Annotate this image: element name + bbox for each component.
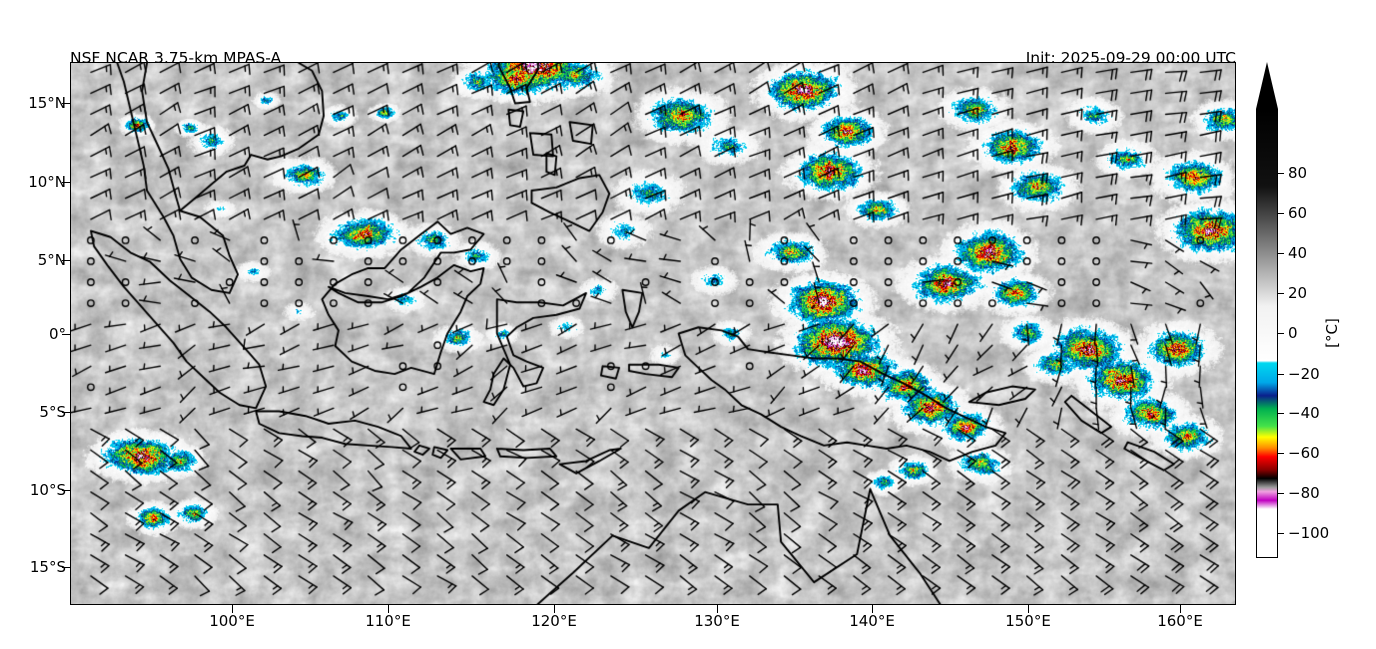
lon-tick-mark — [554, 605, 556, 613]
colorbar-tick-label: −60 — [1288, 444, 1320, 462]
lon-tick-label: 120°E — [531, 612, 577, 630]
lat-tick-mark — [62, 334, 70, 336]
colorbar-tick-mark — [1277, 493, 1284, 495]
colorbar-tick-mark — [1277, 533, 1284, 535]
lat-tick-label: 0° — [48, 325, 66, 343]
lon-tick-mark — [717, 605, 719, 613]
lon-tick-mark — [232, 605, 234, 613]
colorbar-tick-label: −20 — [1288, 365, 1320, 383]
colorbar-tick-label: 60 — [1288, 204, 1308, 222]
colorbar-tick-mark — [1277, 293, 1284, 295]
colorbar-tick-label: 40 — [1288, 244, 1308, 262]
colorbar-extend-min — [1256, 558, 1278, 605]
lon-tick-label: 130°E — [694, 612, 740, 630]
lon-tick-label: 160°E — [1157, 612, 1203, 630]
colorbar-tick-label: −100 — [1288, 524, 1330, 542]
lon-tick-label: 100°E — [209, 612, 255, 630]
colorbar-tick-label: 0 — [1288, 324, 1298, 342]
colorbar-gradient — [1256, 109, 1278, 558]
lat-tick-mark — [62, 182, 70, 184]
lat-tick-label: 15°S — [29, 558, 66, 576]
colorbar-extend-max — [1256, 62, 1278, 109]
map-axes[interactable] — [70, 62, 1236, 605]
colorbar-tick-label: −80 — [1288, 484, 1320, 502]
lat-tick-label: 15°N — [28, 94, 66, 112]
lon-tick-mark — [1180, 605, 1182, 613]
lon-tick-mark — [1028, 605, 1030, 613]
colorbar-tick-mark — [1277, 374, 1284, 376]
lon-tick-mark — [388, 605, 390, 613]
ir-brightness-temperature-map — [71, 63, 1235, 604]
colorbar-tick-label: 80 — [1288, 164, 1308, 182]
lat-tick-mark — [62, 412, 70, 414]
colorbar-tick-label: 20 — [1288, 284, 1308, 302]
colorbar-tick-mark — [1277, 413, 1284, 415]
colorbar-tick-label: −40 — [1288, 404, 1320, 422]
lat-tick-label: 10°N — [28, 173, 66, 191]
lat-tick-label: 5°N — [37, 251, 66, 269]
colorbar-tick-mark — [1277, 173, 1284, 175]
colorbar-tick-mark — [1277, 333, 1284, 335]
lat-tick-label: 10°S — [29, 481, 66, 499]
colorbar-tick-mark — [1277, 213, 1284, 215]
lat-tick-mark — [62, 103, 70, 105]
lon-tick-label: 150°E — [1005, 612, 1051, 630]
lat-tick-label: 5°S — [39, 403, 66, 421]
lat-tick-mark — [62, 260, 70, 262]
lon-tick-label: 110°E — [365, 612, 411, 630]
colorbar-axis-label: [°C] — [1323, 318, 1341, 348]
colorbar-tick-mark — [1277, 453, 1284, 455]
lon-tick-label: 140°E — [849, 612, 895, 630]
colorbar[interactable] — [1256, 62, 1278, 605]
lat-tick-mark — [62, 490, 70, 492]
lat-tick-mark — [62, 567, 70, 569]
colorbar-tick-mark — [1277, 253, 1284, 255]
lon-tick-mark — [872, 605, 874, 613]
